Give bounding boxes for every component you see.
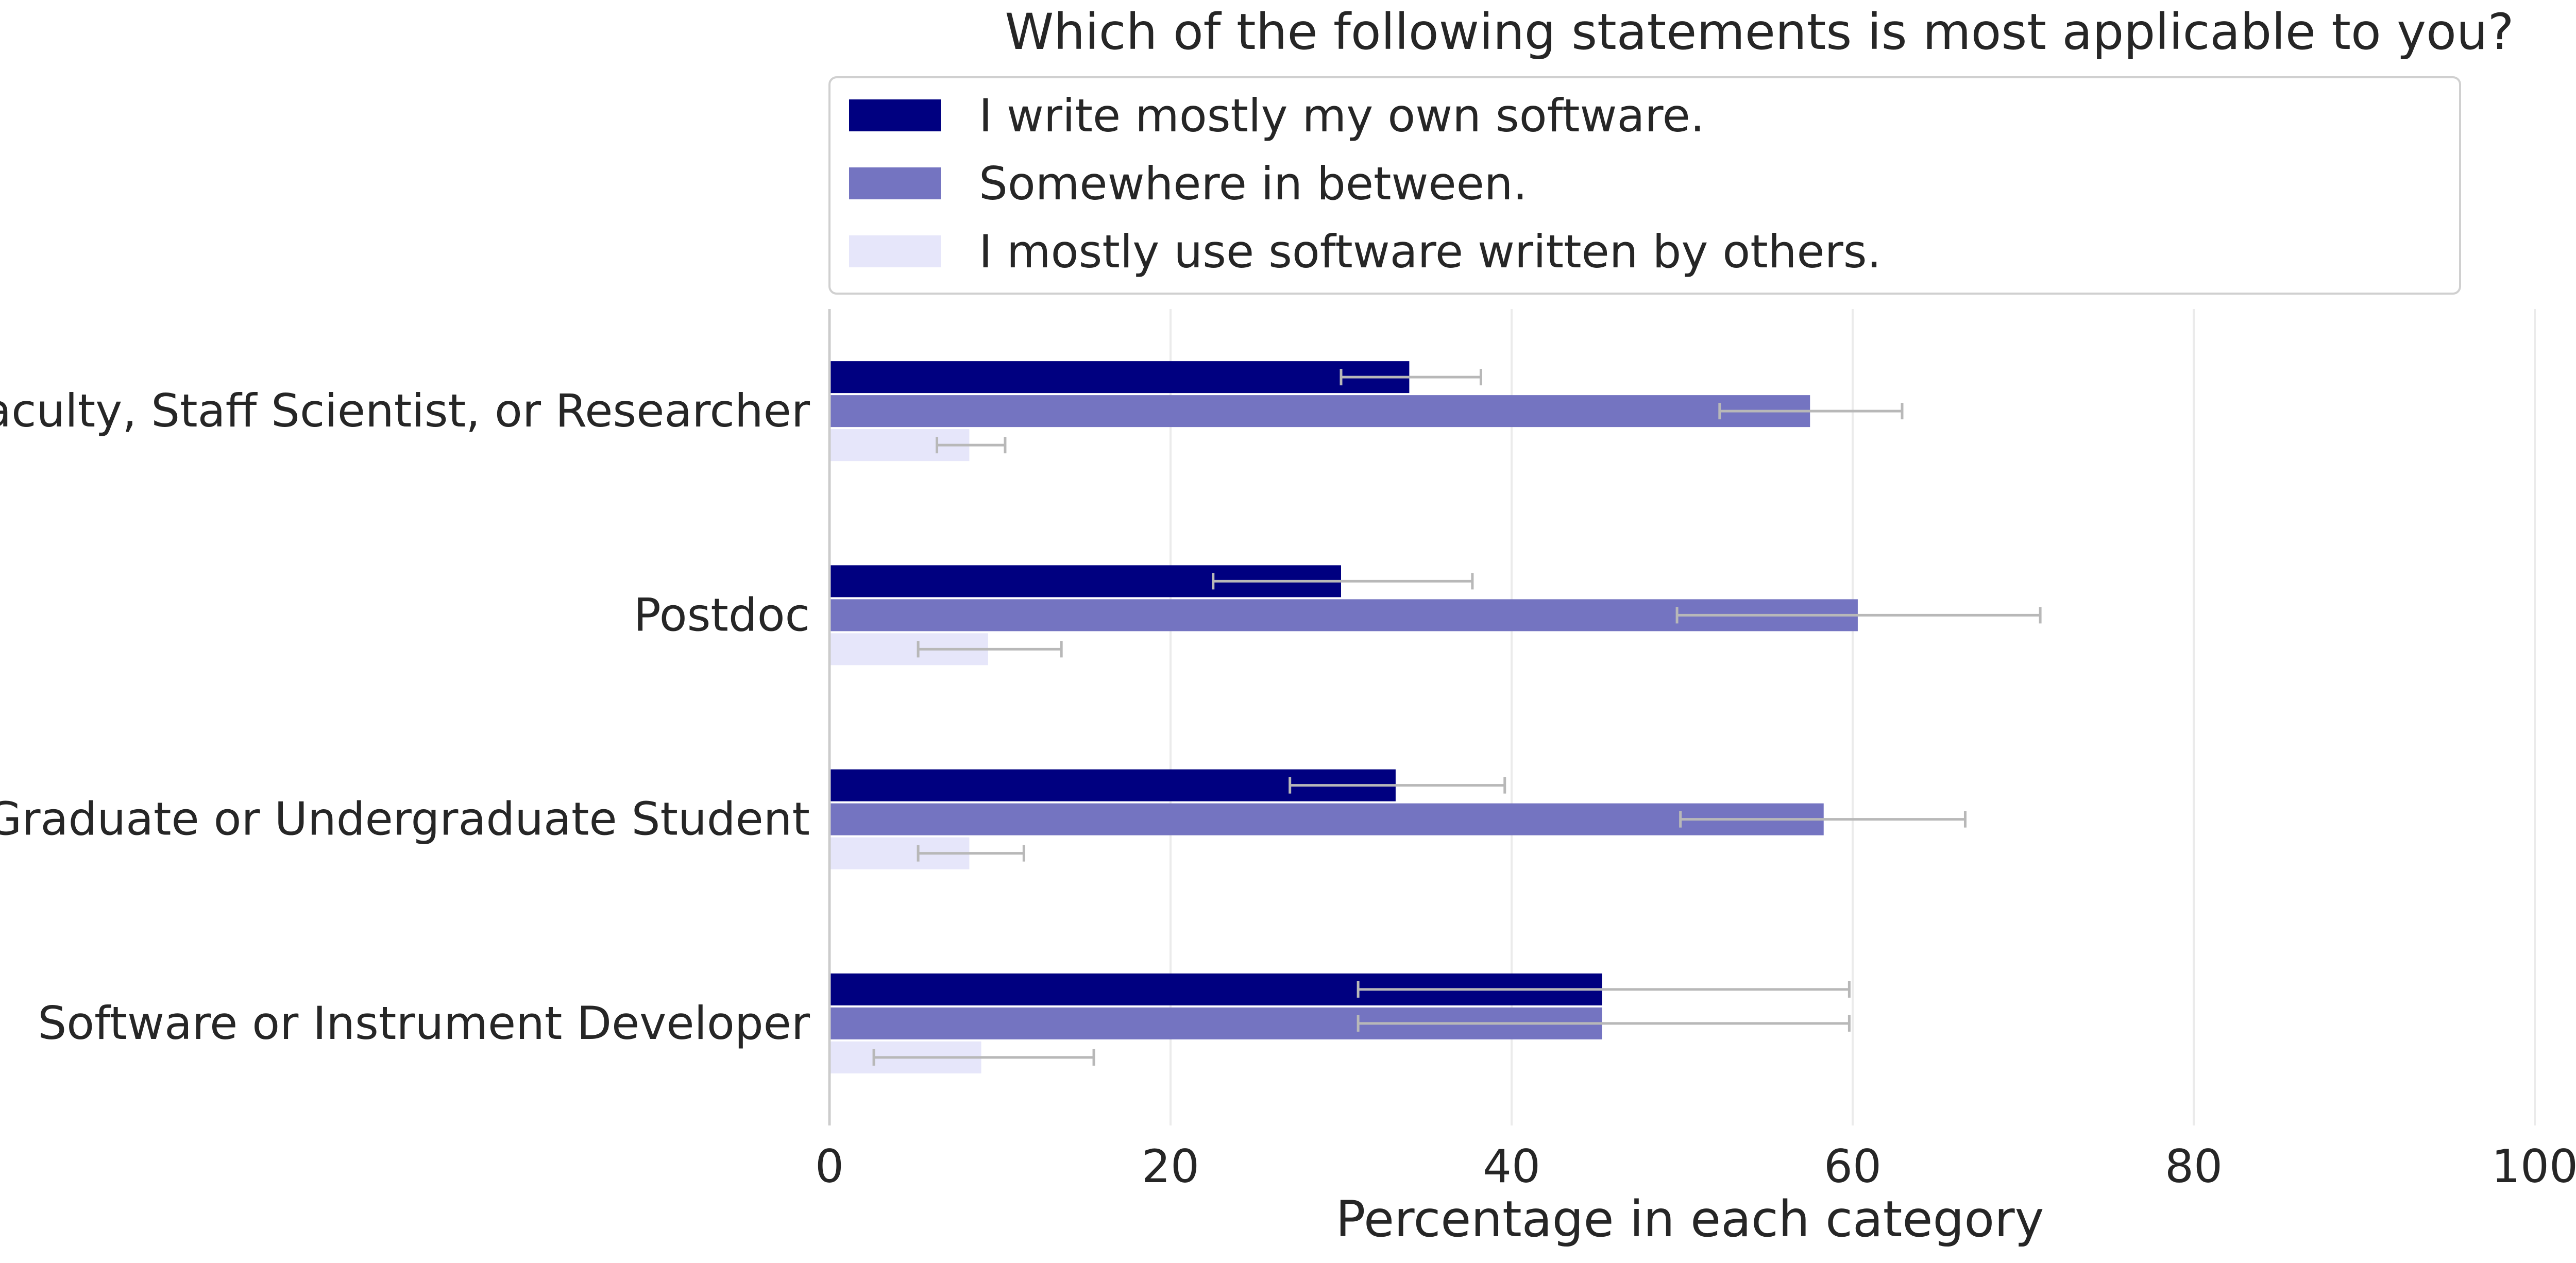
chart-title: Which of the following statements is mos…: [1005, 3, 2514, 61]
legend: I write mostly my own software. Somewhere…: [849, 89, 1882, 278]
legend-label: Somewhere in between.: [979, 157, 1528, 210]
legend-swatch: [849, 167, 941, 199]
bar: [829, 395, 1810, 428]
x-tick-label: 60: [1824, 1140, 1882, 1193]
legend-box: [828, 76, 2461, 295]
bars: [829, 361, 1858, 1073]
legend-swatch: [849, 99, 941, 131]
y-tick-label: Faculty, Staff Scientist, or Researcher: [0, 384, 810, 437]
x-axis-label: Percentage in each category: [1336, 1190, 2044, 1248]
legend-label: I write mostly my own software.: [979, 89, 1705, 142]
x-tick-label: 80: [2165, 1140, 2223, 1193]
bar: [829, 361, 1410, 394]
x-tick-label: 100: [2492, 1140, 2576, 1193]
legend-swatch: [849, 235, 941, 267]
legend-label: I mostly use software written by others.: [979, 225, 1882, 278]
y-tick-labels: Faculty, Staff Scientist, or Researcher P…: [0, 384, 810, 1050]
bar: [829, 803, 1824, 835]
x-tick-labels: 0 20 40 60 80 100: [815, 1140, 2576, 1193]
x-tick-label: 0: [815, 1140, 844, 1193]
x-tick-label: 40: [1483, 1140, 1540, 1193]
y-tick-label: Postdoc: [634, 588, 810, 641]
y-tick-label: Graduate or Undergraduate Student: [0, 793, 810, 846]
x-tick-label: 20: [1142, 1140, 1199, 1193]
y-tick-label: Software or Instrument Developer: [38, 997, 810, 1050]
error-bars: [872, 369, 2042, 1066]
